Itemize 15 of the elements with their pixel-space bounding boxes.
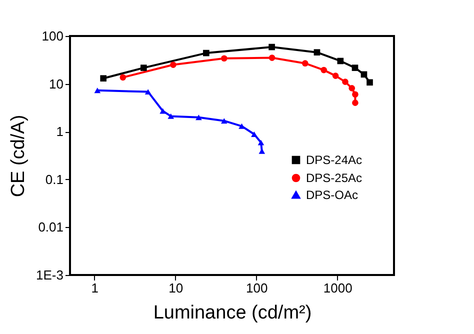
legend-label: DPS-24Ac (306, 153, 362, 167)
y-axis-title: CE (cd/A) (8, 114, 30, 198)
y-tick-label: 10 (49, 76, 64, 92)
x-tick-label: 100 (246, 280, 268, 296)
legend-label: DPS-OAc (306, 188, 358, 202)
x-tick-label: 1000 (323, 280, 352, 296)
x-tick-label: 10 (168, 280, 184, 296)
y-tick-label: 1E-3 (36, 268, 64, 282)
x-axis-title: Luminance (cd/m²) (153, 302, 312, 324)
legend-label: DPS-25Ac (306, 171, 362, 185)
y-tick-label: 100 (42, 28, 64, 44)
y-tick-label: 0.01 (38, 220, 64, 235)
y-tick-label: 0.1 (45, 172, 64, 187)
x-tick-label: 1 (91, 280, 98, 296)
y-tick-label: 1 (56, 124, 64, 140)
